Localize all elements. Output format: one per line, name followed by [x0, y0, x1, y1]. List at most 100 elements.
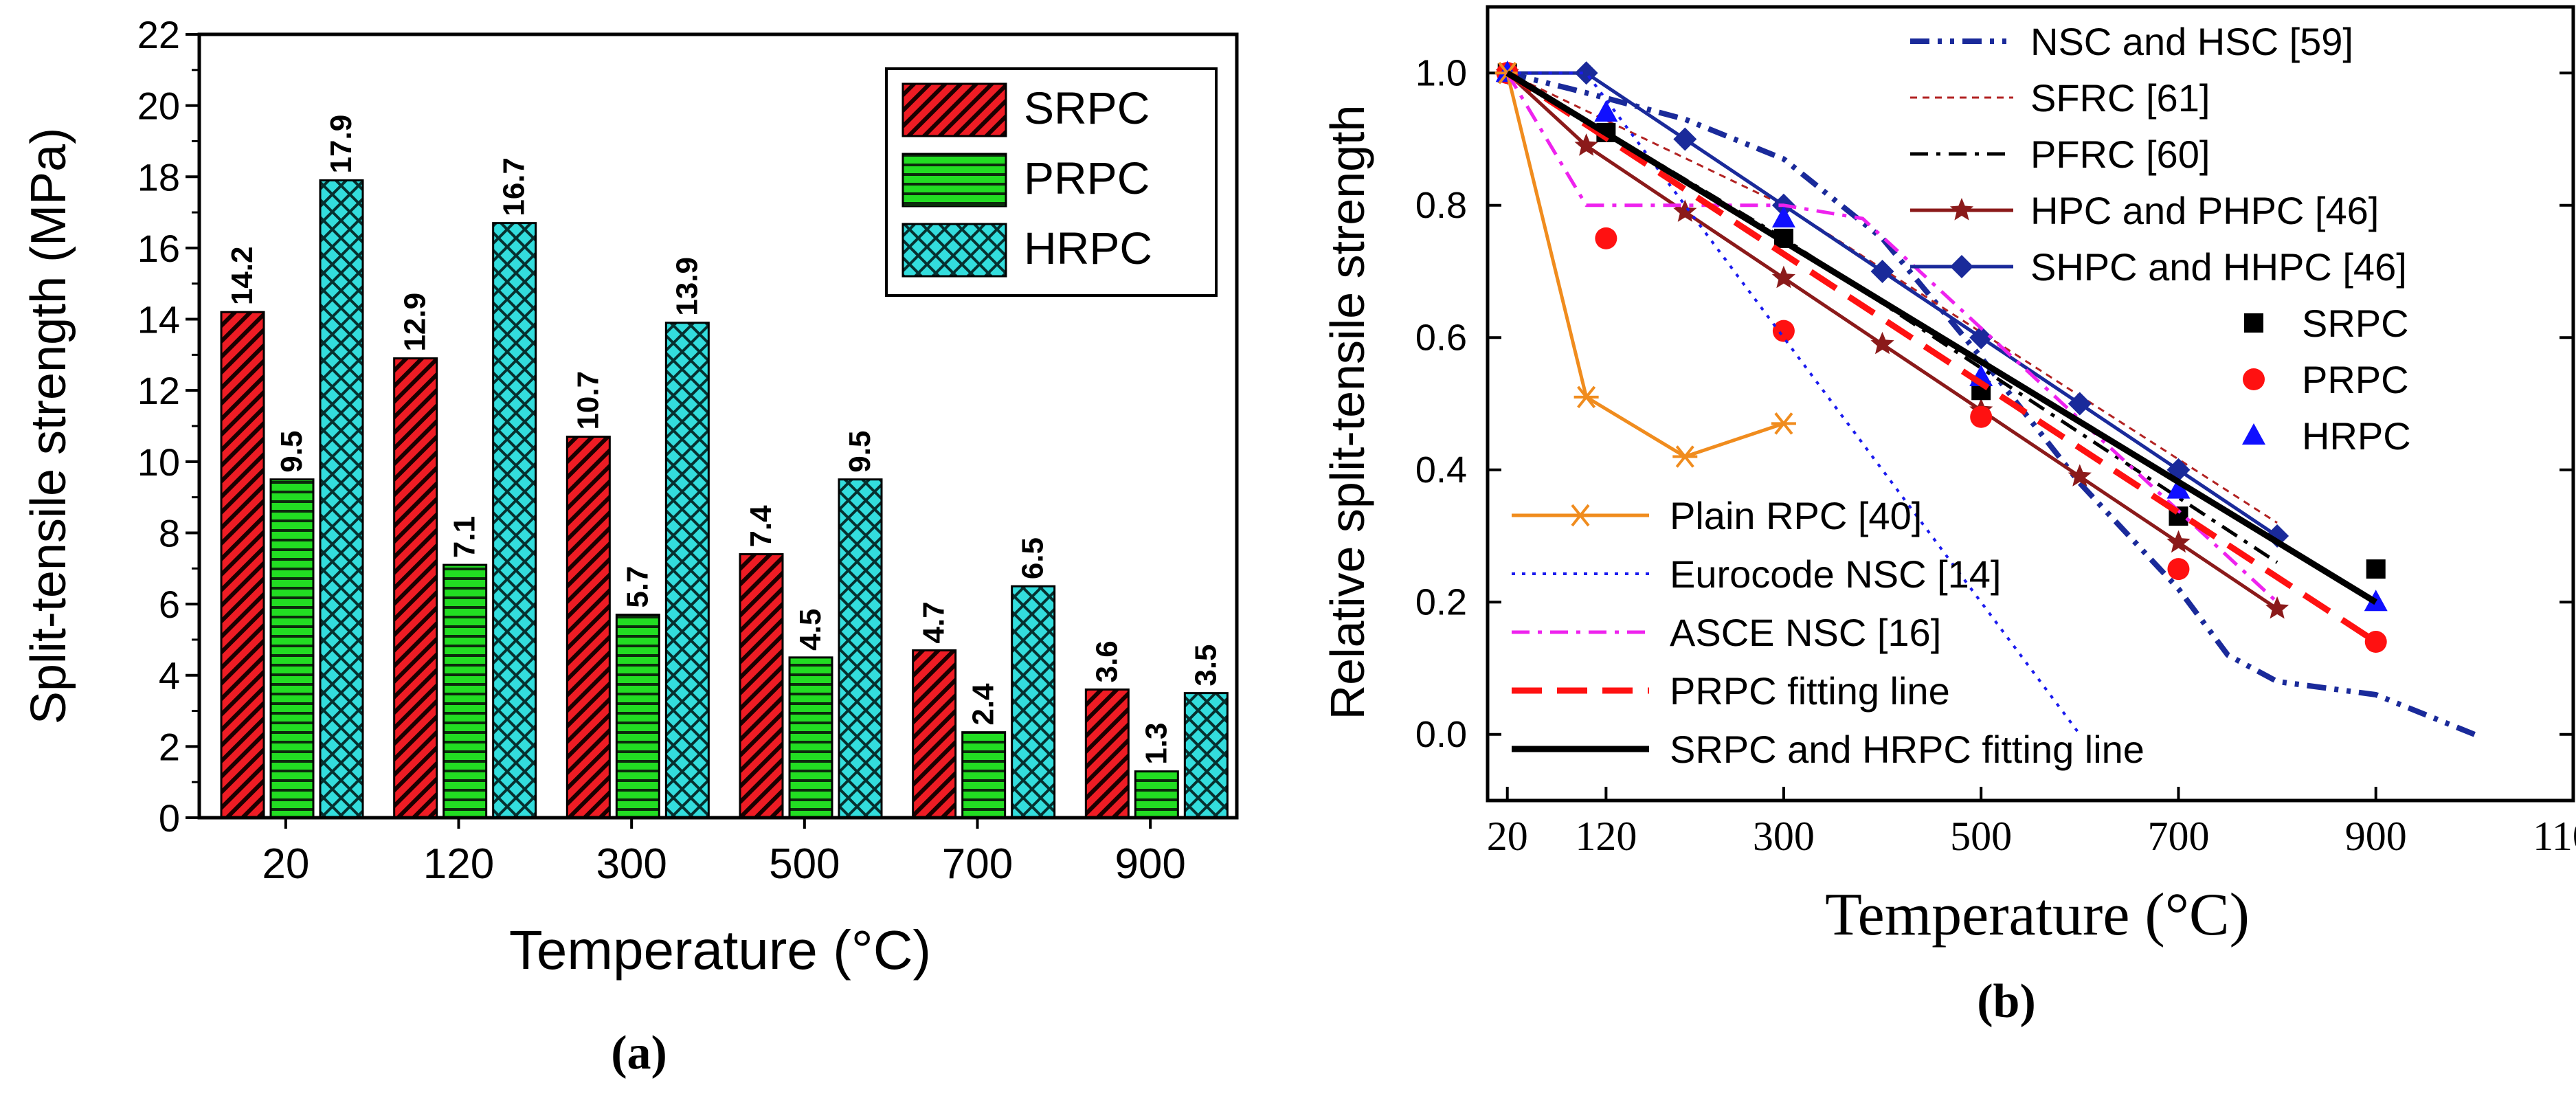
series-point-hpc-and-phpc-46: [1870, 331, 1894, 355]
bar-srpc-500: [739, 553, 784, 819]
bar-prpc-900: [1134, 770, 1179, 819]
legend-marker-plain-rpc-40: [1568, 504, 1593, 527]
y-tick-label: 10: [137, 440, 180, 484]
panel-b-y-axis-title: Relative split-tensile strength: [1321, 105, 1374, 720]
bar-hrpc-900: [1183, 692, 1229, 819]
series-line-nsc-and-hsc-59: [1506, 70, 2476, 737]
y-tick-label: 0: [159, 796, 180, 840]
legend-label-plain-rpc-40: Plain RPC [40]: [1670, 494, 1922, 537]
series-point-hpc-and-phpc-46: [2068, 464, 2092, 487]
bar-hrpc-500: [838, 478, 883, 819]
y-tick-label: 2: [159, 725, 180, 768]
series-line-plain-rpc-40: [1505, 72, 1784, 458]
legend-label-srpc: SRPC: [1024, 82, 1150, 133]
x-tick-label: 300: [1753, 814, 1815, 859]
y-tick-label: 4: [159, 654, 180, 697]
y-tick-label: 12: [137, 369, 180, 412]
y-tick-label: 16: [137, 227, 180, 270]
panel-a-bar-chart: Split-tensile strength (MPa) 14.2 9.5 17.9…: [21, 13, 1239, 1080]
legend-label-hpc-and-phpc-46: HPC and PHPC [46]: [2030, 189, 2379, 232]
y-tick-label: 18: [137, 155, 180, 199]
data-label-srpc-300: 10.7: [571, 371, 605, 430]
legend-swatch-hrpc: [901, 223, 1007, 278]
series-point-plain-rpc-40: [1573, 385, 1599, 409]
data-label-prpc-900: 1.3: [1139, 722, 1173, 764]
legend-label-pfrc-60: PFRC [60]: [2030, 133, 2210, 176]
series-point-shpc-and-hhpc-46: [2068, 392, 2092, 416]
series-point-plain-rpc-40: [1771, 412, 1796, 435]
series-point-hpc-and-phpc-46: [1771, 265, 1795, 289]
x-tick-label: 700: [2147, 814, 2209, 859]
legend-label-prpc: PRPC: [2302, 358, 2409, 401]
series-point-shpc-and-hhpc-46: [1969, 326, 1993, 350]
data-label-hrpc-900: 3.5: [1189, 644, 1222, 686]
series-point-prpc: [2167, 558, 2190, 581]
x-tick-label: 300: [596, 840, 667, 888]
data-label-srpc-120: 12.9: [399, 293, 432, 352]
series-line-srpc-and-hrpc-fitting-line: [1505, 70, 2378, 605]
panel-b-x-axis-title: Temperature (°C): [1825, 882, 2250, 948]
panel-a-plot-area: 14.2 9.5 17.9 12.9 7.1 16.7 10.7 5.7 13.9 7.4 4.5 9…: [197, 32, 1239, 820]
series-line-eurocode-nsc-14: [1507, 71, 2081, 735]
series-point-hrpc: [2166, 477, 2191, 499]
legend-label-eurocode-nsc-14: Eurocode NSC [14]: [1670, 552, 2001, 596]
panel-b-series: [1494, 60, 2476, 737]
series-line-prpc-fitting-line: [1505, 70, 2378, 645]
series-point-prpc: [2364, 631, 2387, 653]
series-point-hrpc: [1771, 206, 1795, 227]
series-point-plain-rpc-40: [1672, 445, 1698, 468]
data-label-srpc-900: 3.6: [1090, 640, 1123, 682]
bar-prpc-120: [443, 563, 488, 819]
panel-a-x-axis-title: Temperature (°C): [509, 919, 931, 981]
panel-b-axes: 0.0 0.2 0.4 0.6 0.8 1.0 20 120 300 500 700 900 1100: [1415, 5, 2576, 859]
data-label-hrpc-500: 9.5: [843, 431, 877, 473]
legend-label-asce-nsc-16: ASCE NSC [16]: [1670, 611, 1941, 654]
bar-srpc-700: [912, 649, 957, 819]
data-label-prpc-120: 7.1: [448, 516, 482, 558]
data-label-hrpc-20: 17.9: [324, 115, 358, 174]
y-tick-label: 6: [159, 583, 180, 626]
legend-marker-prpc: [2243, 368, 2265, 390]
legend-label-shpc-and-hhpc-46: SHPC and HHPC [46]: [2030, 245, 2407, 289]
legend-marker-shpc-and-hhpc-46: [1950, 255, 1973, 278]
x-tick-label: 900: [2345, 814, 2407, 859]
bar-srpc-900: [1084, 688, 1130, 819]
y-tick-label: 22: [137, 13, 180, 56]
y-tick-label: 0.0: [1415, 714, 1467, 755]
series-point-prpc: [1595, 227, 1617, 249]
data-label-prpc-700: 2.4: [967, 683, 1000, 726]
series-point-shpc-and-hhpc-46: [1574, 61, 1598, 85]
legend-marker-hpc-and-phpc-46: [1949, 198, 1974, 221]
x-tick-label: 500: [769, 840, 840, 888]
bar-srpc-300: [565, 436, 611, 819]
y-tick-label: 0.2: [1415, 581, 1467, 623]
series-point-srpc: [2366, 559, 2386, 579]
series-point-shpc-and-hhpc-46: [1870, 260, 1894, 283]
y-tick-label: 0.4: [1415, 449, 1467, 491]
x-tick-label: 120: [423, 840, 494, 888]
panel-a-legend: SRPC PRPC HRPC: [885, 67, 1218, 297]
series-point-shpc-and-hhpc-46: [1673, 127, 1697, 151]
legend-swatch-srpc: [901, 82, 1007, 137]
x-tick-label: 700: [942, 840, 1013, 888]
y-tick-label: 0.8: [1415, 185, 1467, 226]
series-point-hpc-and-phpc-46: [2265, 596, 2289, 619]
legend-swatch-prpc: [901, 153, 1007, 208]
panel-a-y-ticks: 0 2 4 6 8 10 12 14 16 18 20 22: [137, 13, 199, 840]
legend-label-prpc-fitting-line: PRPC fitting line: [1670, 669, 1950, 713]
panel-a-y-axis-title: Split-tensile strength (MPa): [21, 128, 76, 724]
x-tick-label: 120: [1575, 814, 1637, 859]
series-point-hrpc: [1594, 100, 1618, 122]
x-tick-label: 20: [262, 840, 309, 888]
series-point-prpc: [1772, 320, 1795, 342]
data-label-srpc-20: 14.2: [225, 247, 259, 306]
panel-a-caption: (a): [611, 1027, 667, 1080]
y-tick-label: 0.6: [1415, 317, 1467, 358]
data-label-prpc-500: 4.5: [794, 609, 827, 651]
data-label-prpc-20: 9.5: [275, 431, 309, 473]
panel-a-x-ticks: 20 120 300 500 700 900: [262, 818, 1186, 888]
bar-hrpc-700: [1011, 585, 1056, 819]
panel-b-frame: [1486, 5, 2575, 803]
bar-hrpc-300: [664, 322, 710, 819]
